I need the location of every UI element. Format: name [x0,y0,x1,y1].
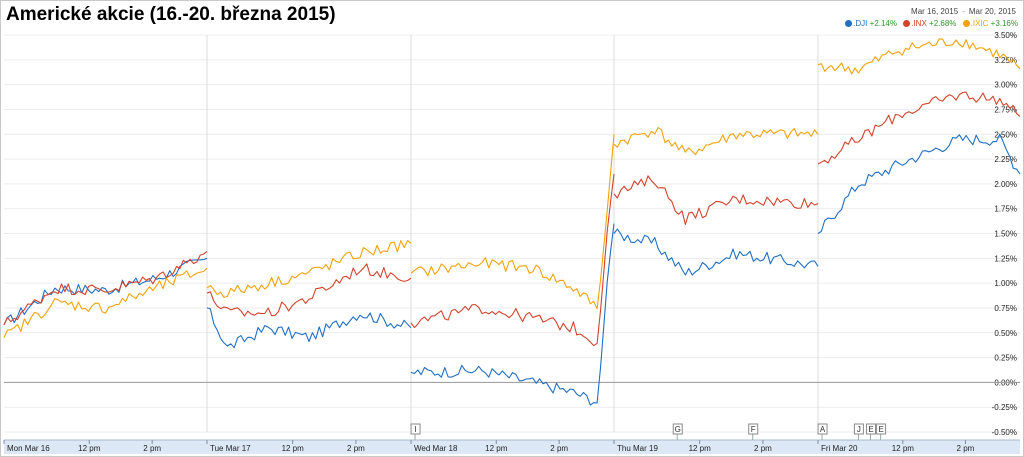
event-marker-box [853,423,864,435]
event-marker-box [866,423,877,435]
legend-item-ixic[interactable]: .IXIC +3.16% [962,19,1018,28]
x-tick-label: 12 pm [892,444,915,453]
event-marker-box [672,423,683,435]
x-axis-band [4,440,1020,454]
date-range-end: Mar 20, 2015 [968,7,1016,16]
event-marker-box [876,423,887,435]
series-line-dji [3,257,208,326]
series-line-dji [410,223,615,406]
series-line-ixic [613,126,819,156]
legend-name-ixic: .IXIC [970,19,989,28]
legend-name-inx: .INX [911,19,927,28]
series-line-dji [817,133,1021,234]
legend-change-dji: +2.14% [869,19,897,28]
event-marker-box [748,423,759,435]
date-range-separator: - [962,7,965,16]
chart-title: Americké akcie (16.-20. března 2015) [6,4,336,25]
series-line-ixic [817,38,1021,75]
date-range-start: Mar 16, 2015 [911,7,959,16]
y-tick-label: 1.00% [994,279,1017,288]
series-line-inx [3,250,208,326]
y-tick-label: 1.50% [994,230,1017,239]
series-line-inx [817,91,1021,165]
event-marker-box [410,423,421,435]
event-marker-label: E [878,425,883,434]
legend-change-inx: +2.68% [929,19,957,28]
legend-dot-dji [845,20,853,27]
series-line-ixic [3,267,208,338]
series-line-ixic [410,134,615,310]
series-line-inx [410,173,615,347]
x-tick-label: Fri Mar 20 [821,444,858,453]
event-marker-label: A [820,425,826,434]
x-tick-label: Wed Mar 18 [414,444,458,453]
event-marker-label: F [751,425,756,434]
x-tick-label: Mon Mar 16 [7,444,50,453]
y-tick-label: 2.75% [994,105,1017,114]
y-tick-label: 1.75% [994,205,1017,214]
y-tick-label: 2.00% [994,180,1017,189]
y-tick-label: -0.50% [992,428,1017,437]
series-line-ixic [206,240,412,298]
y-tick-label: -0.25% [992,403,1017,412]
event-marker-box [817,423,828,435]
legend-dot-inx [903,20,911,27]
legend-item-inx[interactable]: .INX +2.68% [903,19,956,28]
y-tick-label: 0.75% [994,304,1017,313]
y-tick-label: 3.00% [994,81,1017,90]
y-tick-label: 0.50% [994,329,1017,338]
x-tick-label: 2 pm [347,444,365,453]
x-tick-label: 2 pm [957,444,975,453]
legend-name-dji: .DJI [853,19,868,28]
x-tick-label: 12 pm [689,444,712,453]
y-tick-label: 1.25% [994,254,1017,263]
x-tick-label: 2 pm [143,444,161,453]
date-range: Mar 16, 2015- Mar 20, 2015 [911,7,1016,16]
legend-item-dji[interactable]: .DJI +2.14% [845,19,897,28]
event-marker-label: I [414,425,416,434]
x-tick-label: 12 pm [78,444,101,453]
y-tick-label: 0.25% [994,354,1017,363]
event-marker-label: J [857,425,861,434]
x-tick-label: Tue Mar 17 [210,444,251,453]
y-tick-label: 2.50% [994,130,1017,139]
series-line-inx [613,175,819,226]
x-tick-label: 2 pm [754,444,772,453]
x-tick-label: 2 pm [550,444,568,453]
y-tick-label: 2.25% [994,155,1017,164]
event-marker-label: E [868,425,873,434]
legend-change-ixic: +3.16% [990,19,1018,28]
event-marker-label: G [675,425,681,434]
legend: .DJI +2.14% .INX +2.68% .IXIC +3.16% [841,19,1018,28]
x-tick-label: Thu Mar 19 [617,444,658,453]
series-line-dji [613,228,819,276]
legend-dot-ixic [962,20,970,27]
x-tick-label: 12 pm [282,444,305,453]
x-tick-label: 12 pm [485,444,508,453]
series-line-inx [206,263,412,317]
y-tick-label: 3.25% [994,56,1017,65]
y-tick-label: 3.50% [994,31,1017,40]
series-line-dji [206,307,412,349]
